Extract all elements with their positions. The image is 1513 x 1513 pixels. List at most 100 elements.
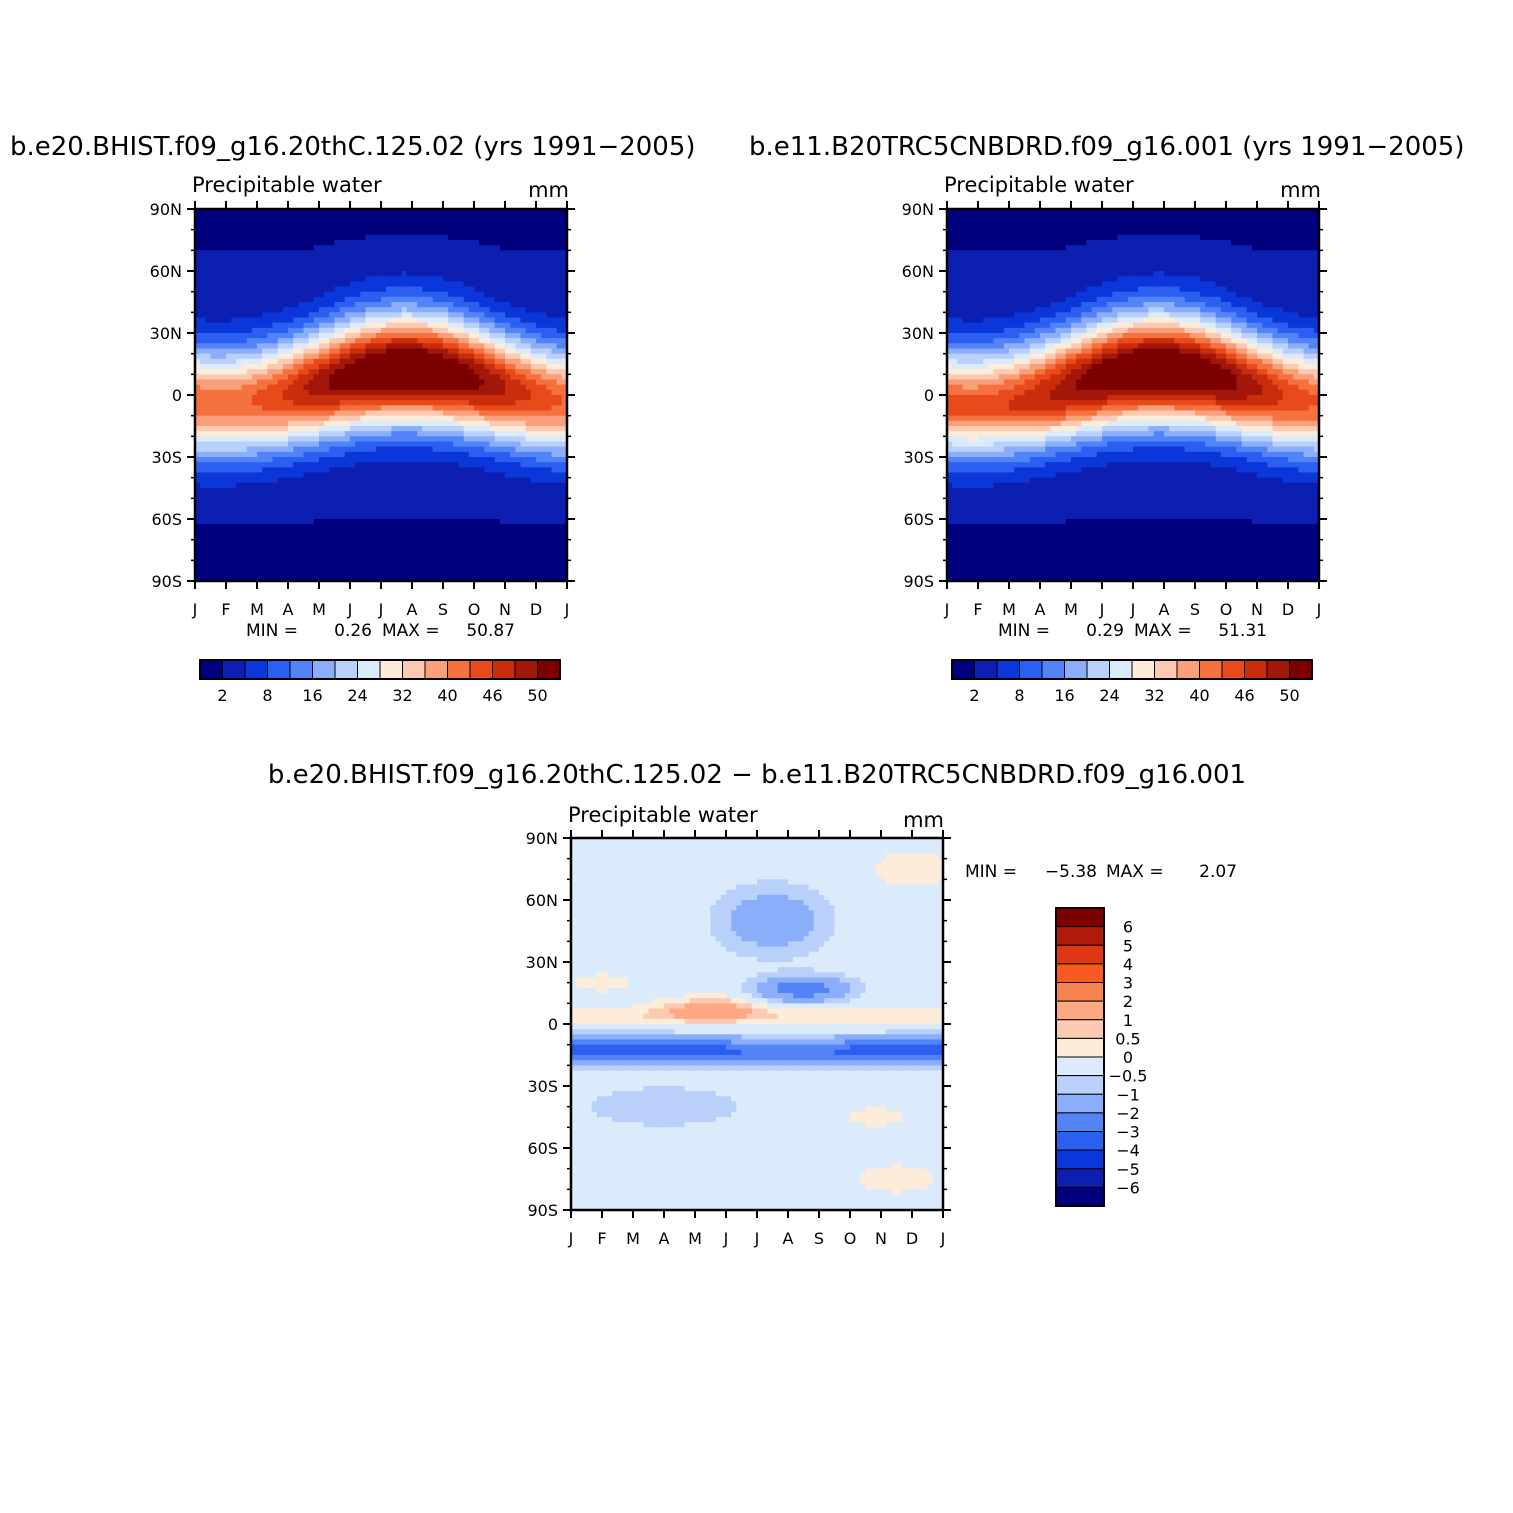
contour-cell [267, 415, 274, 422]
contour-cell [525, 343, 532, 350]
contour-cell [329, 291, 336, 298]
contour-cell [381, 410, 387, 417]
contour-cell [448, 384, 454, 391]
contour-cell [515, 555, 522, 561]
contour-cell [406, 307, 413, 313]
contour-cell [246, 400, 253, 406]
contour-cell [251, 415, 258, 422]
contour-cell [556, 508, 563, 515]
contour-cell [277, 508, 284, 515]
contour-cell [195, 271, 201, 277]
contour-cell [319, 519, 325, 525]
contour-cell [561, 240, 567, 246]
contour-cell [422, 534, 429, 541]
contour-cell [489, 265, 496, 272]
contour-cell [251, 322, 258, 329]
contour-cell [530, 482, 537, 489]
contour-cell [437, 353, 444, 360]
contour-cell [313, 229, 320, 236]
contour-cell [375, 276, 382, 282]
contour-cell [257, 426, 263, 432]
contour-cell [546, 477, 553, 484]
contour-cell [525, 358, 532, 365]
contour-cell [246, 498, 253, 505]
contour-cell [355, 493, 361, 499]
contour-cell [303, 219, 310, 226]
contour-cell [350, 513, 356, 520]
contour-cell [375, 441, 382, 448]
contour-cell [463, 245, 470, 251]
contour-cell [437, 296, 444, 303]
contour-cell [437, 240, 444, 246]
contour-cell [510, 477, 516, 484]
contour-cell [510, 446, 516, 453]
contour-cell [448, 271, 454, 277]
contour-cell [561, 462, 567, 468]
contour-cell [262, 317, 268, 324]
contour-cell [220, 420, 227, 427]
contour-cell [257, 529, 263, 536]
contour-cell [474, 544, 480, 551]
contour-cell [530, 477, 537, 484]
contour-cell [510, 426, 516, 432]
contour-cell [360, 544, 367, 551]
contour-cell [195, 498, 201, 505]
contour-cell [381, 482, 387, 489]
contour-cell [210, 415, 217, 422]
contour-cell [344, 250, 351, 257]
contour-cell [257, 307, 263, 313]
contour-cell [422, 524, 429, 530]
contour-cell [339, 410, 346, 417]
contour-cell [556, 384, 563, 391]
contour-cell [417, 209, 423, 215]
contour-cell [329, 395, 336, 401]
contour-cell [344, 513, 351, 520]
contour-cell [324, 322, 330, 329]
contour-cell [329, 508, 336, 515]
contour-cell [417, 364, 423, 370]
contour-cell [453, 446, 460, 453]
contour-cell [355, 457, 361, 463]
contour-cell [489, 260, 496, 267]
contour-cell [561, 219, 567, 226]
contour-cell [282, 307, 289, 313]
contour-cell [308, 255, 315, 262]
contour-cell [546, 333, 553, 339]
contour-cell [443, 348, 449, 355]
contour-cell [541, 312, 547, 319]
contour-cell [241, 457, 248, 463]
contour-cell [443, 498, 449, 505]
contour-cell [494, 348, 501, 355]
contour-cell [505, 467, 511, 474]
contour-cell [324, 265, 330, 272]
contour-cell [288, 488, 294, 494]
contour-cell [355, 503, 361, 510]
contour-cell [226, 379, 232, 386]
contour-cell [432, 291, 439, 298]
contour-cell [293, 400, 299, 406]
contour-cell [396, 420, 403, 427]
contour-cell [515, 291, 522, 298]
contour-cell [468, 482, 475, 489]
contour-cell [551, 488, 558, 494]
contour-cell [474, 395, 480, 401]
contour-cell [236, 229, 243, 236]
contour-cell [458, 498, 465, 505]
contour-cell [499, 431, 506, 437]
contour-cell [412, 307, 418, 313]
contour-cell [303, 348, 310, 355]
contour-cell [505, 260, 511, 267]
contour-cell [453, 358, 460, 365]
contour-cell [474, 384, 480, 391]
contour-cell [210, 276, 217, 282]
contour-cell [375, 265, 382, 272]
contour-cell [375, 369, 382, 375]
contour-cell [267, 245, 274, 251]
contour-cell [355, 281, 361, 288]
contour-cell [412, 524, 418, 530]
contour-cell [350, 240, 356, 246]
contour-cell [541, 462, 547, 468]
contour-cell [241, 245, 248, 251]
contour-cell [210, 539, 217, 546]
contour-cell [484, 488, 491, 494]
